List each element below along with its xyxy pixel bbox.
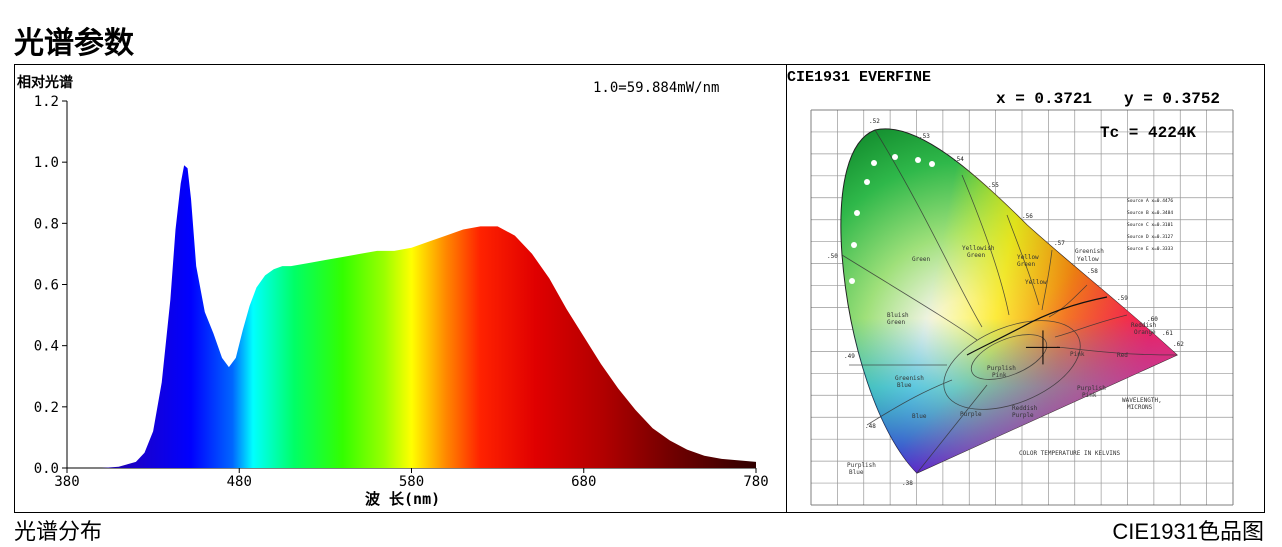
svg-text:Source A x=0.4476: Source A x=0.4476: [1127, 198, 1173, 204]
svg-text:Yellowish: Yellowish: [962, 245, 995, 252]
y-tick-label: 0.6: [34, 278, 59, 294]
svg-text:.57: .57: [1054, 240, 1065, 247]
svg-text:.53: .53: [919, 133, 930, 140]
svg-text:Pink: Pink: [1082, 392, 1097, 399]
cie-title: CIE1931 EVERFINE: [787, 69, 931, 86]
y-tick-label: 0.0: [34, 461, 59, 477]
svg-text:.38: .38: [902, 480, 913, 487]
svg-text:Source B x=0.3484: Source B x=0.3484: [1127, 210, 1173, 216]
svg-text:.54: .54: [953, 156, 964, 163]
svg-text:Source E x=0.3333: Source E x=0.3333: [1127, 246, 1173, 252]
svg-text:COLOR TEMPERATURE IN KELVINS: COLOR TEMPERATURE IN KELVINS: [1019, 450, 1121, 457]
svg-text:Orange: Orange: [1134, 329, 1156, 336]
svg-text:.55: .55: [988, 182, 999, 189]
svg-text:Greenish: Greenish: [1075, 248, 1104, 255]
svg-text:Reddish: Reddish: [1012, 405, 1038, 412]
svg-text:Purple: Purple: [1012, 412, 1034, 419]
chart-frame: [14, 64, 1265, 513]
scale-annotation: 1.0=59.884mW/nm: [593, 80, 719, 96]
svg-text:Greenish: Greenish: [895, 375, 924, 382]
svg-text:Green: Green: [912, 256, 930, 263]
svg-text:.52: .52: [869, 118, 880, 125]
svg-text:Bluish: Bluish: [887, 312, 909, 319]
svg-text:Pink: Pink: [992, 372, 1007, 379]
svg-text:.49: .49: [844, 353, 855, 360]
svg-text:Purplish: Purplish: [1077, 385, 1106, 392]
svg-text:Green: Green: [1017, 261, 1035, 268]
svg-text:.60: .60: [1147, 316, 1158, 323]
locus-markers: [849, 154, 935, 284]
svg-text:Reddish: Reddish: [1131, 322, 1157, 329]
wavelength-labels: .52 .53 .54 .55 .56 .57 .58 .59 .60 .61.62 .50…: [827, 118, 1184, 487]
svg-text:.62: .62: [1173, 341, 1184, 348]
svg-text:Purple: Purple: [960, 411, 982, 418]
svg-text:.58: .58: [1087, 268, 1098, 275]
x-tick-label: 580: [399, 474, 424, 490]
spectrum-area: [67, 165, 756, 468]
svg-text:.59: .59: [1117, 295, 1128, 302]
planckian-locus: [966, 296, 1108, 356]
svg-text:Blue: Blue: [912, 413, 927, 420]
svg-text:Blue: Blue: [897, 382, 912, 389]
svg-text:.50: .50: [827, 253, 838, 260]
x-tick-label: 480: [227, 474, 252, 490]
color-temperature-readout: Tc = 4224K: [1100, 124, 1196, 142]
y-coordinate-readout: y = 0.3752: [1124, 90, 1220, 108]
locus-pink-overlay: [840, 128, 1177, 473]
y-axis-label: 相对光谱: [17, 74, 73, 91]
svg-text:Source C x=0.3101: Source C x=0.3101: [1127, 222, 1173, 228]
svg-text:Pink: Pink: [1070, 351, 1085, 358]
svg-text:Source D x=0.3127: Source D x=0.3127: [1127, 234, 1173, 240]
source-table: Source A x=0.4476 Source B x=0.3484 Sour…: [1127, 198, 1173, 252]
chromaticity-point-marker: [1025, 330, 1060, 365]
x-axis-label: 波 长(nm): [365, 490, 440, 508]
x-coordinate-readout: x = 0.3721: [996, 90, 1092, 108]
y-tick-label: 1.2: [34, 94, 59, 110]
svg-text:Yellow: Yellow: [1017, 254, 1039, 261]
y-tick-label: 0.8: [34, 216, 59, 232]
svg-text:Purplish: Purplish: [987, 365, 1016, 372]
cie-caption: CIE1931色品图: [1112, 519, 1264, 544]
panel-divider: [786, 64, 787, 513]
svg-text:Blue: Blue: [849, 469, 864, 476]
svg-text:.56: .56: [1022, 213, 1033, 220]
y-tick-label: 1.0: [34, 155, 59, 171]
spectrum-chart: 0.0 0.2 0.4 0.6 0.8 1.0 1.2 380 480 580 680 780 相对光…: [17, 74, 769, 508]
y-tick-label: 0.2: [34, 400, 59, 416]
svg-text:WAVELENGTH,: WAVELENGTH,: [1122, 397, 1162, 404]
x-tick-label: 380: [54, 474, 79, 490]
svg-text:Green: Green: [967, 252, 985, 259]
page-title: 光谱参数: [14, 26, 134, 61]
svg-text:Green: Green: [887, 319, 905, 326]
x-tick-label: 780: [743, 474, 768, 490]
svg-text:.48: .48: [865, 423, 876, 430]
spectrum-caption: 光谱分布: [14, 520, 103, 545]
x-tick-label: 680: [571, 474, 596, 490]
svg-text:Yellow: Yellow: [1025, 279, 1047, 286]
svg-text:MICRONS: MICRONS: [1127, 404, 1153, 411]
region-boundaries: [841, 129, 1178, 474]
svg-text:Red: Red: [1117, 352, 1128, 359]
y-tick-label: 0.4: [34, 339, 59, 355]
svg-text:Purplish: Purplish: [847, 462, 876, 469]
svg-text:Yellow: Yellow: [1077, 256, 1099, 263]
svg-text:.61: .61: [1162, 330, 1173, 337]
